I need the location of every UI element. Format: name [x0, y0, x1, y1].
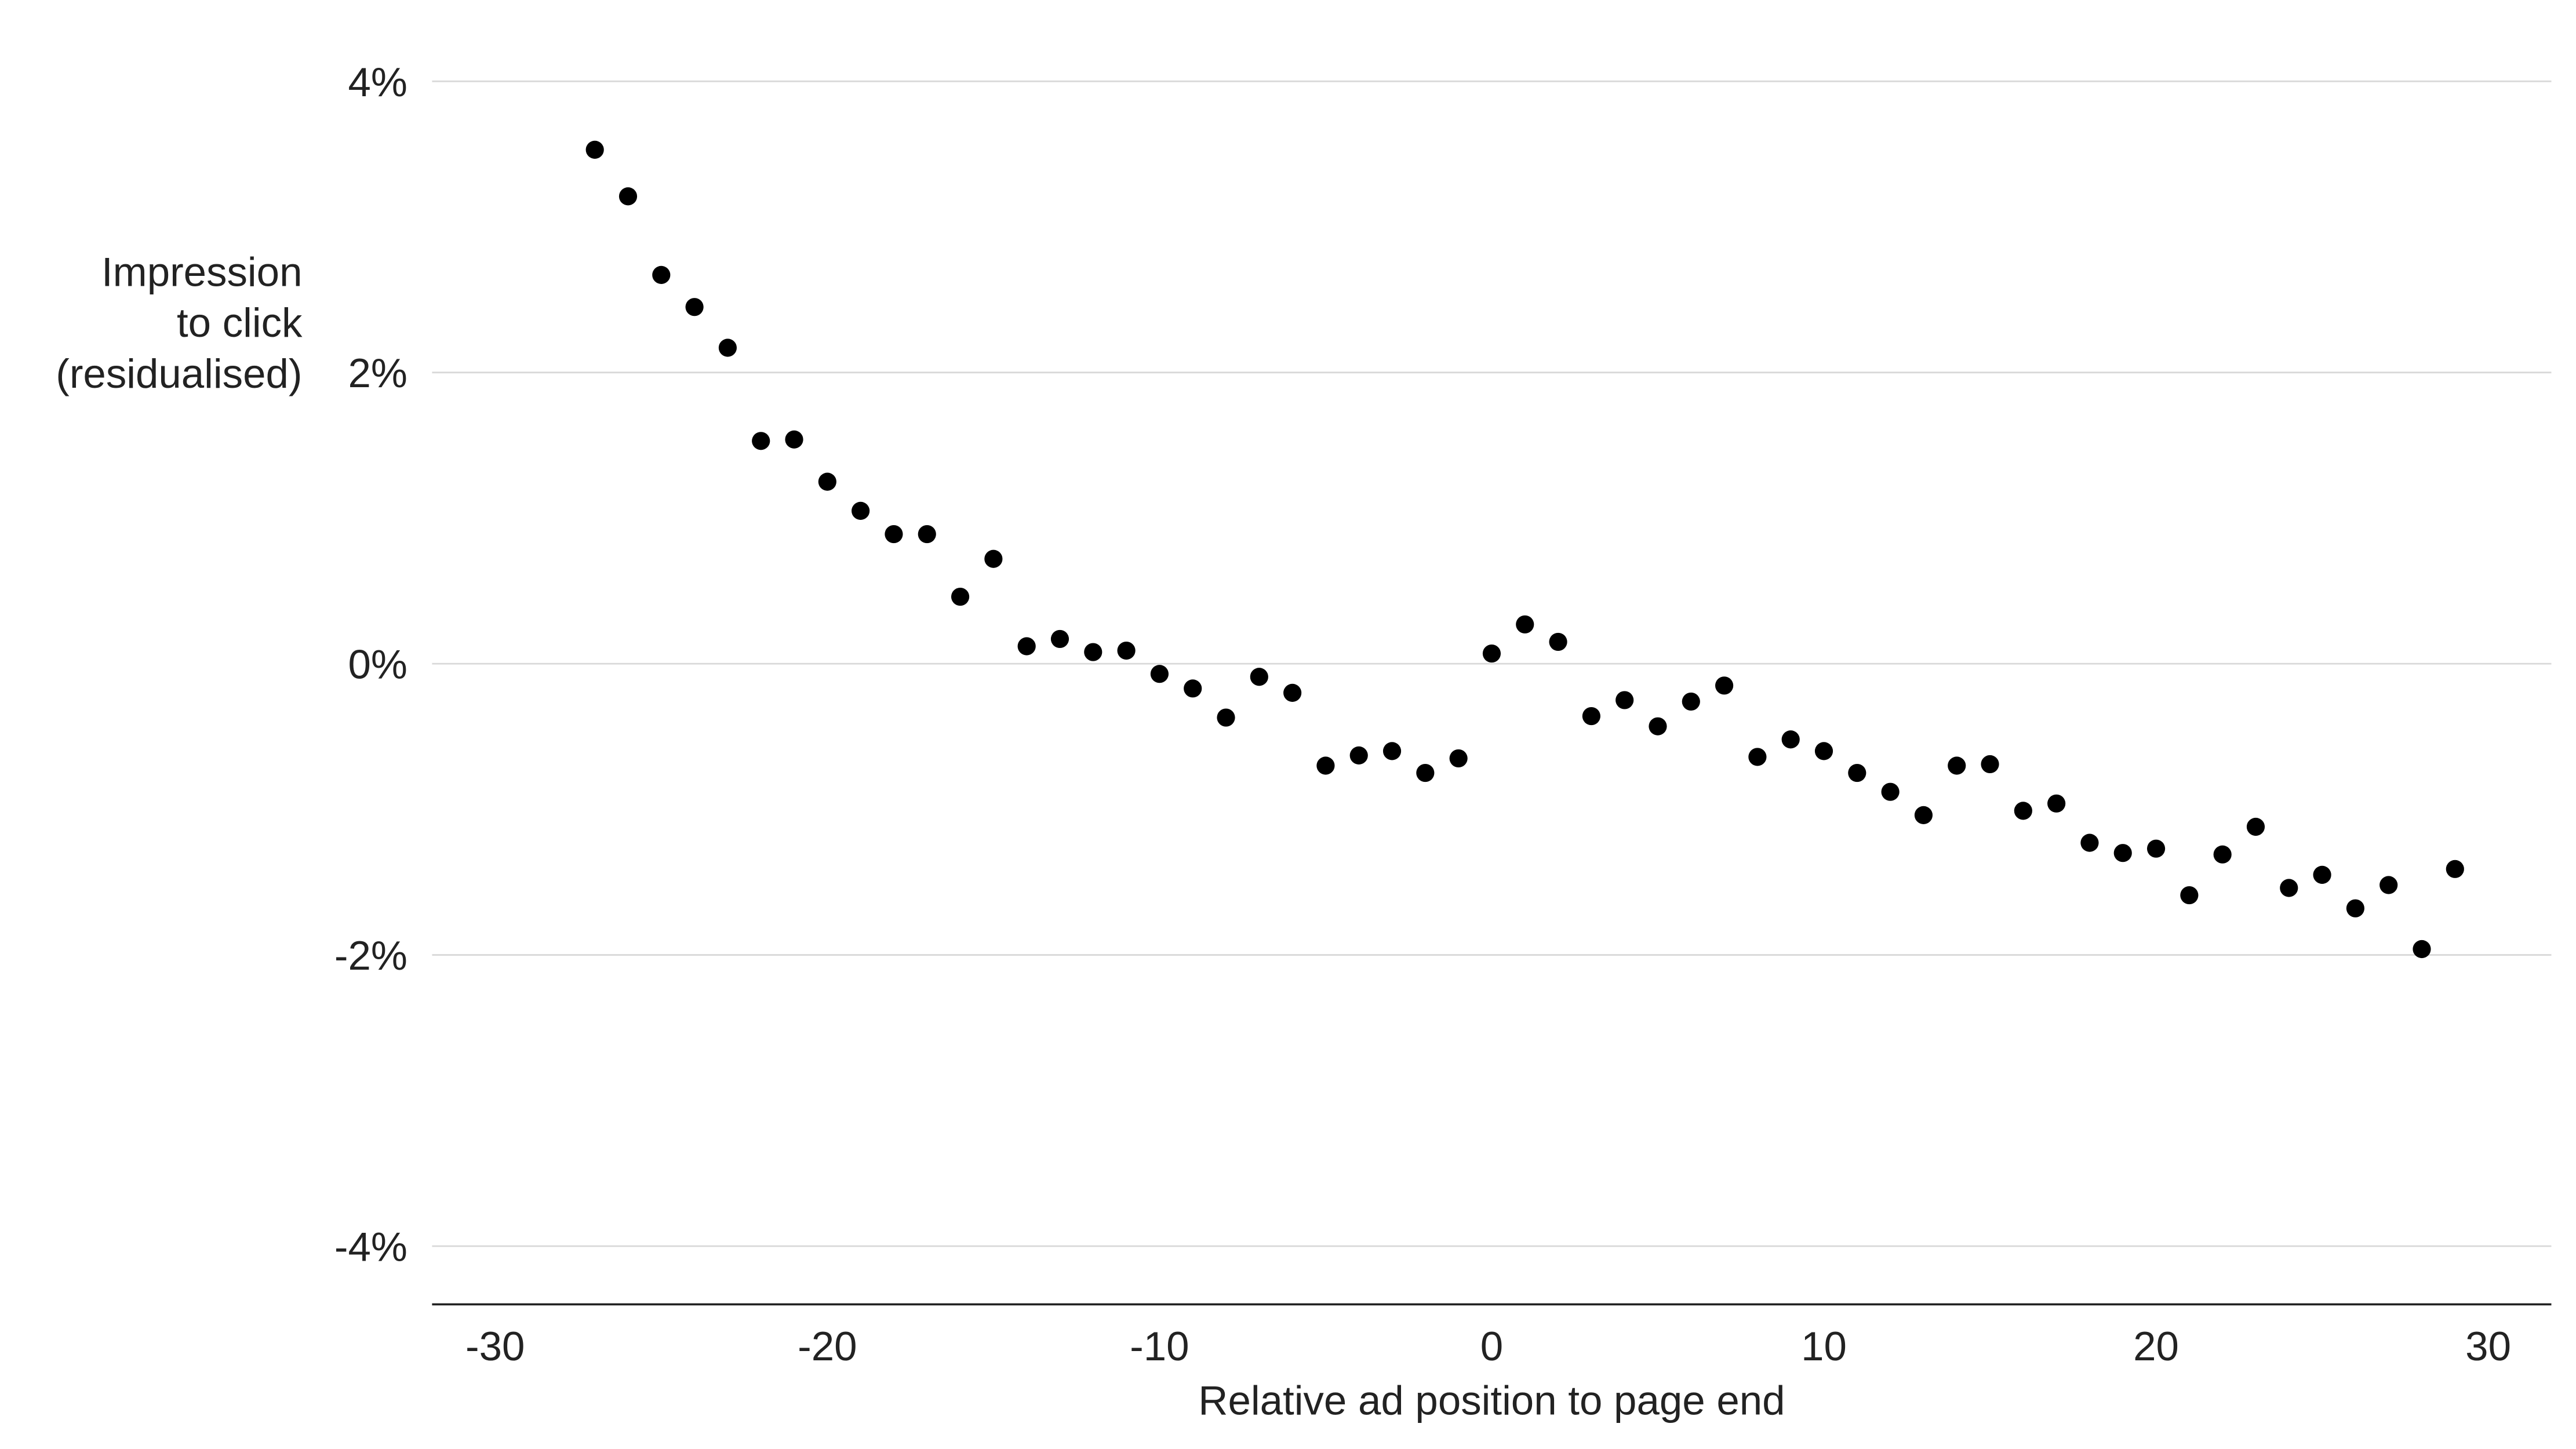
x-tick-label: 20: [2133, 1324, 2179, 1370]
point: [1117, 641, 1136, 660]
point: [1084, 643, 1103, 661]
point: [2313, 865, 2331, 884]
y-axis-label: to click: [177, 300, 303, 346]
point: [1217, 708, 1235, 727]
point: [1781, 730, 1800, 749]
point: [1914, 806, 1933, 824]
point: [1549, 632, 1567, 651]
point: [1349, 746, 1368, 764]
point: [818, 472, 836, 491]
y-axis-label: (residualised): [56, 351, 302, 397]
x-tick-label: -20: [798, 1324, 857, 1370]
point: [785, 430, 803, 449]
point: [1715, 676, 1734, 695]
point: [1283, 683, 1302, 702]
point: [2246, 817, 2265, 836]
point: [1449, 749, 1468, 768]
y-tick-label: -4%: [334, 1224, 407, 1270]
point: [2413, 940, 2431, 959]
point: [652, 265, 671, 284]
point: [685, 298, 704, 316]
x-tick-label: -30: [465, 1324, 525, 1370]
point: [2113, 844, 2132, 862]
point: [1981, 755, 1999, 774]
point: [1682, 692, 1700, 711]
point: [1516, 615, 1534, 634]
point: [1416, 763, 1435, 782]
point: [918, 525, 936, 544]
point: [2080, 833, 2099, 852]
point: [1649, 717, 1667, 736]
point: [1616, 691, 1634, 709]
point: [2346, 899, 2364, 918]
point: [1382, 742, 1402, 760]
point: [1250, 668, 1268, 686]
point: [1482, 644, 1501, 663]
point: [852, 501, 870, 520]
point: [1848, 763, 1866, 782]
y-tick-label: 2%: [348, 351, 407, 396]
x-tick-label: 0: [1480, 1324, 1503, 1370]
point: [1748, 748, 1767, 766]
point: [1582, 707, 1600, 726]
point: [752, 432, 770, 450]
point: [718, 338, 737, 357]
y-tick-label: -2%: [334, 933, 407, 979]
point: [1184, 679, 1202, 698]
point: [1150, 665, 1169, 683]
x-tick-label: -10: [1130, 1324, 1189, 1370]
point: [2213, 845, 2232, 864]
point: [984, 549, 1003, 568]
x-axis-label: Relative ad position to page end: [1198, 1378, 1785, 1423]
x-tick-label: 10: [1801, 1324, 1847, 1370]
point: [618, 187, 638, 206]
point: [1050, 629, 1069, 649]
point: [951, 587, 970, 606]
y-tick-label: 4%: [348, 60, 407, 105]
point: [2180, 886, 2199, 905]
point: [2146, 839, 2166, 858]
point: [2379, 876, 2398, 894]
point: [885, 525, 903, 544]
y-axis-label: Impression: [101, 249, 302, 295]
point: [1948, 756, 1966, 775]
point: [1316, 756, 1335, 775]
point: [2014, 802, 2032, 820]
point: [2280, 879, 2298, 897]
point: [1814, 742, 1833, 760]
x-tick-label: 30: [2465, 1324, 2511, 1370]
point: [2446, 860, 2464, 878]
y-tick-label: 0%: [348, 642, 407, 688]
point: [585, 140, 604, 159]
point: [2047, 794, 2066, 813]
point: [1881, 782, 1900, 801]
point: [1017, 637, 1036, 656]
